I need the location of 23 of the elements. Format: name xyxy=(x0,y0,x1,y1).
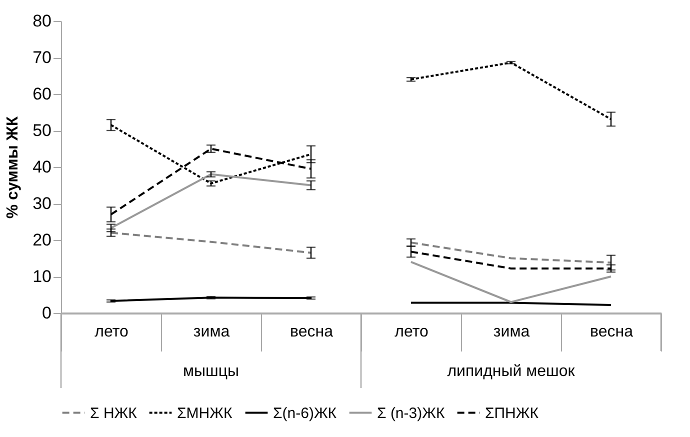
y-axis-title: % суммы ЖК xyxy=(4,116,22,219)
text: липидный мешок xyxy=(447,363,576,380)
y-tick-label: 30 xyxy=(32,194,52,213)
legend-label: Σ (n-3)ЖК xyxy=(377,404,445,422)
y-tick-label: 10 xyxy=(32,267,52,286)
y-tick-label: 70 xyxy=(32,48,52,67)
text: мышцы xyxy=(183,363,239,380)
x-tick-label: весна xyxy=(290,324,334,340)
x-tick-label: лето xyxy=(394,324,428,340)
y-tick-label: 0 xyxy=(42,304,52,322)
y-tick-label: 20 xyxy=(32,230,52,250)
x-tick-label: весна xyxy=(590,324,634,340)
legend-label: ΣМНЖК xyxy=(177,404,232,422)
y-tick-label: 80 xyxy=(32,12,52,30)
x-tick-label: зима xyxy=(193,324,230,340)
legend-label: ΣПНЖК xyxy=(485,404,539,422)
x-tick-label: зима xyxy=(493,324,530,340)
legend-label: Σ(n-6)ЖК xyxy=(273,404,337,422)
y-tick-label: 40 xyxy=(32,158,52,176)
y-tick-label: 50 xyxy=(32,121,52,140)
x-tick-label: лето xyxy=(94,324,128,340)
y-tick-label: 60 xyxy=(32,84,52,104)
legend-label: Σ НЖК xyxy=(90,404,138,422)
